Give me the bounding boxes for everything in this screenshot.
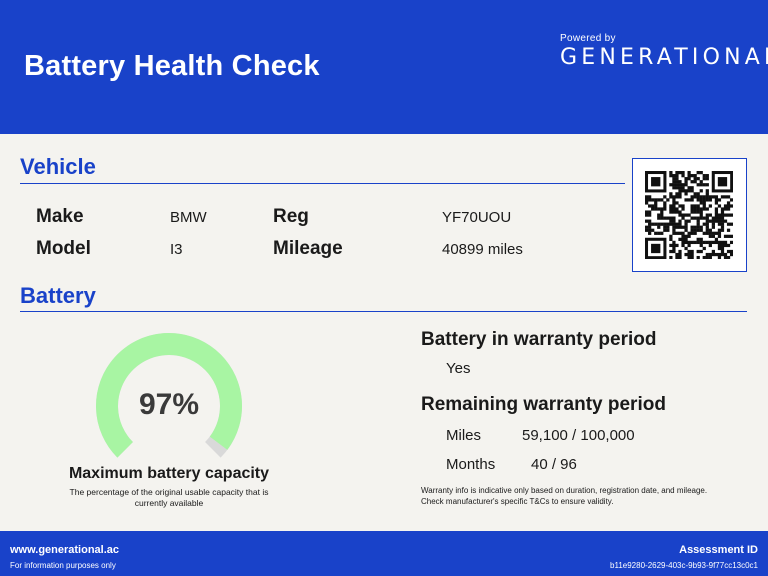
warranty-status-value: Yes [446, 360, 471, 377]
mileage-value: 40899 miles [442, 241, 523, 258]
capacity-gauge [96, 333, 242, 458]
battery-section-title: Battery [20, 283, 96, 308]
mileage-label: Mileage [273, 238, 343, 259]
miles-label: Miles [446, 427, 482, 444]
footer-info: For information purposes only [10, 561, 116, 570]
reg-value: YF70UOU [442, 209, 512, 226]
header-banner: Battery Health Check Powered by GENERATI… [0, 0, 768, 134]
qr-code-frame[interactable] [632, 158, 747, 272]
brand-name: GENERATIONAL [560, 45, 768, 70]
model-value: I3 [170, 241, 183, 258]
model-label: Model [36, 238, 91, 259]
powered-by-label: Powered by [560, 33, 616, 44]
qr-code-icon [645, 171, 733, 259]
warranty-disclaimer: Warranty info is indicative only based o… [421, 486, 708, 506]
brand-logo: GENERATIONAL+ [560, 45, 768, 70]
reg-label: Reg [273, 206, 309, 227]
vehicle-section-title: Vehicle [20, 154, 96, 179]
capacity-description: The percentage of the original usable ca… [69, 487, 269, 508]
make-label: Make [36, 206, 84, 227]
gauge-fill [96, 333, 242, 458]
brand-block: Powered by GENERATIONAL+ [560, 33, 768, 70]
capacity-title: Maximum battery capacity [68, 465, 270, 482]
months-value: 40 / 96 [531, 456, 577, 473]
battery-divider [20, 311, 747, 312]
assessment-id-label: Assessment ID [679, 544, 758, 556]
assessment-id-value: b11e9280-2629-403c-9b93-9f77cc13c0c1 [610, 561, 758, 570]
website-link[interactable]: www.generational.ac [10, 544, 120, 556]
remaining-warranty-heading: Remaining warranty period [421, 394, 666, 415]
warranty-status-heading: Battery in warranty period [421, 329, 657, 350]
page-title: Battery Health Check [24, 50, 320, 82]
months-label: Months [446, 456, 496, 473]
make-value: BMW [170, 209, 207, 226]
miles-value: 59,100 / 100,000 [522, 427, 635, 444]
footer-banner: www.generational.ac For information purp… [0, 531, 768, 576]
vehicle-divider [20, 183, 625, 184]
capacity-percent: 97% [138, 388, 200, 421]
